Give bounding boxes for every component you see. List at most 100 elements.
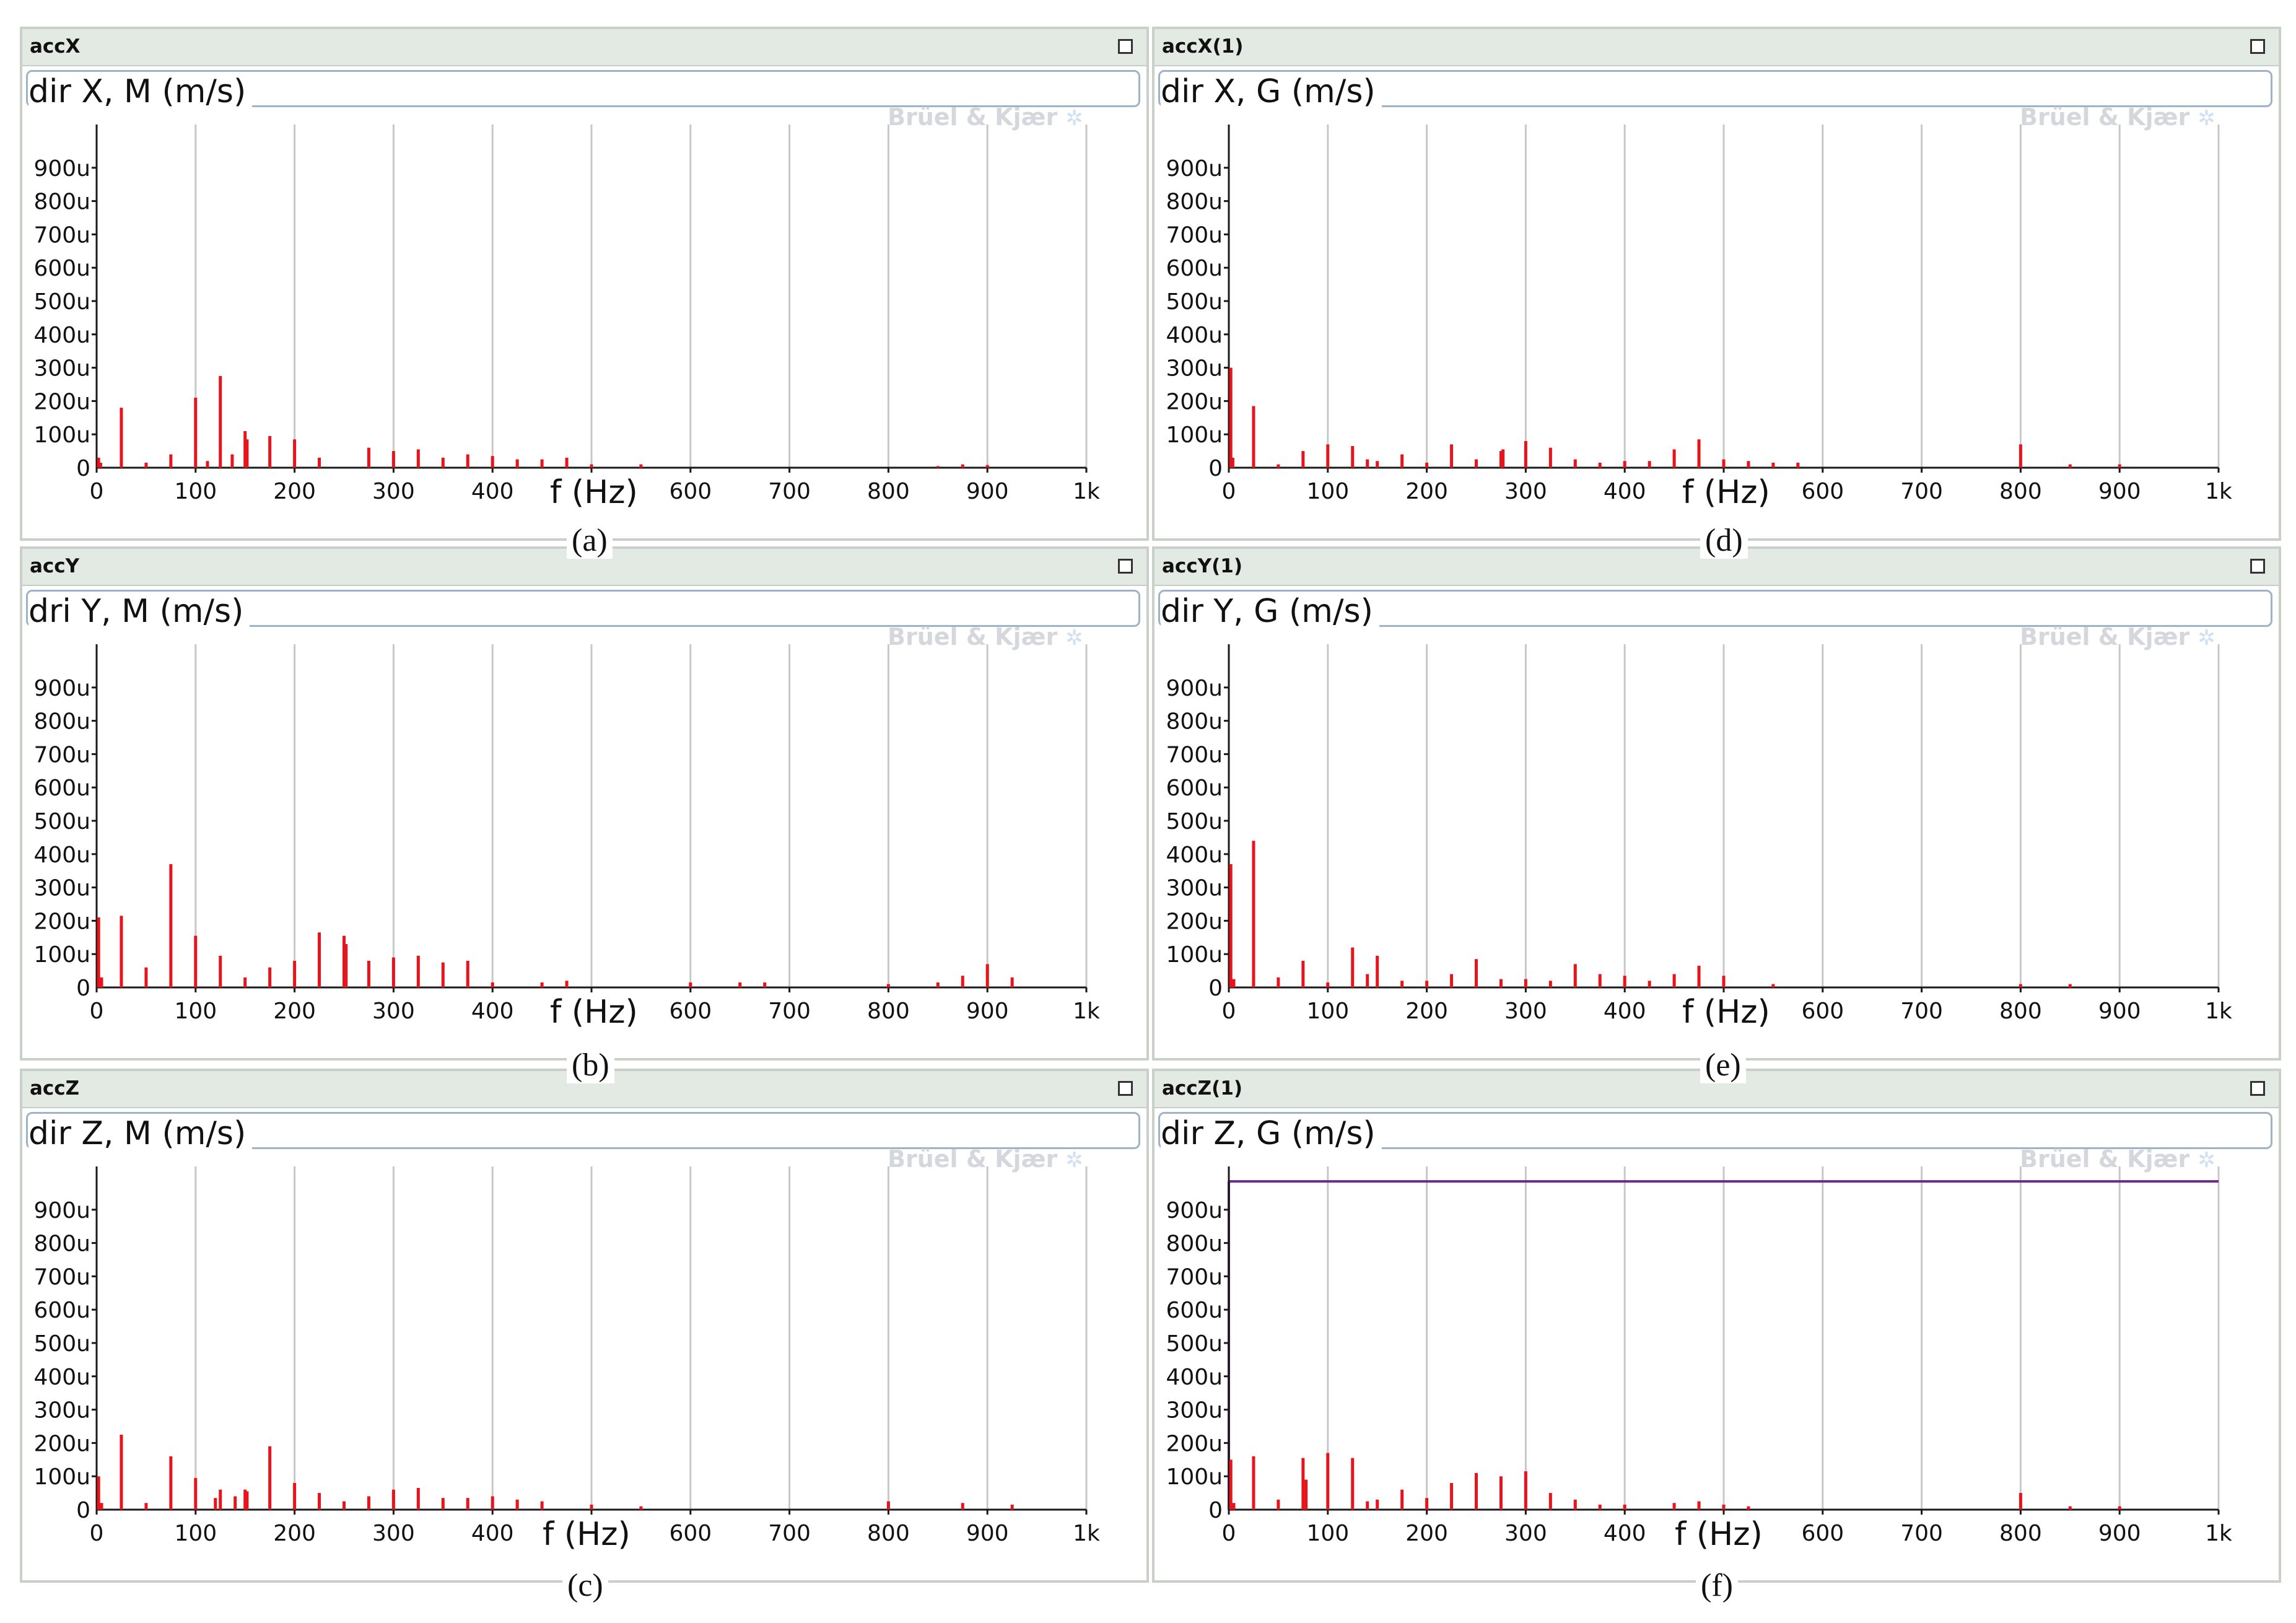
y-tick-label: 500u (33, 289, 90, 315)
y-tick-label: 700u (33, 742, 90, 768)
x-tick-label: 1k (2205, 479, 2232, 504)
panel-caption: (b) (567, 1047, 614, 1083)
brand-logo: Brüel & Kjær ✲ (2020, 623, 2215, 650)
chart-plot: 100u 200u 300u 400u 500u 600u 700u 800u 900u 00 10… (1166, 644, 2232, 1024)
y-tick-label: 300u (1166, 1398, 1223, 1424)
x-tick-label: 900 (966, 999, 1009, 1024)
x-tick-label: 300 (372, 1521, 415, 1546)
brand-logo: Brüel & Kjær ✲ (888, 623, 1083, 650)
y-tick-label: 500u (1166, 1331, 1223, 1357)
x-tick-label: 600 (669, 1521, 712, 1546)
x-tick-label: 300 (372, 479, 415, 504)
y-tick-label: 700u (33, 1264, 90, 1290)
y-tick-label: 0 (76, 976, 90, 1001)
y-tick-label: 800u (1166, 1231, 1223, 1257)
y-tick-label: 600u (33, 256, 90, 281)
x-axis-title: f (Hz) (1678, 994, 1774, 1031)
window-title: accX(1) (1162, 35, 1244, 58)
y-tick-label: 300u (33, 356, 90, 382)
window-titlebar: accX (22, 29, 1146, 66)
x-tick-label: 400 (1604, 479, 1646, 504)
chart-title: dir Y, G (m/s) (1161, 593, 1379, 631)
y-tick-label: 700u (33, 222, 90, 248)
window-title: accX (30, 35, 81, 58)
x-tick-label: 100 (1306, 479, 1349, 504)
window-title: accY (30, 555, 80, 577)
y-tick-label: 600u (1166, 256, 1223, 281)
x-tick-label: 0 (1222, 479, 1236, 504)
maximize-button[interactable] (1118, 39, 1133, 54)
x-tick-label: 700 (1900, 999, 1943, 1024)
panel-caption: (a) (567, 522, 613, 559)
maximize-button[interactable] (2250, 1081, 2265, 1096)
y-tick-label: 800u (1166, 709, 1223, 735)
brand-logo-text: Brüel & Kjær (2020, 1145, 2190, 1173)
y-tick-label: 200u (1166, 909, 1223, 934)
maximize-button[interactable] (2250, 559, 2265, 574)
x-tick-label: 100 (1306, 999, 1349, 1024)
x-tick-label: 1k (2205, 1521, 2232, 1546)
x-tick-label: 200 (1405, 479, 1448, 504)
brand-logo-text: Brüel & Kjær (2020, 103, 2190, 131)
y-tick-label: 100u (1166, 422, 1223, 448)
x-axis-title: f (Hz) (539, 1516, 634, 1553)
y-tick-label: 100u (1166, 942, 1223, 968)
x-tick-label: 0 (90, 1521, 104, 1546)
logo-star-icon: ✲ (1065, 626, 1083, 650)
x-axis-title: f (Hz) (546, 994, 642, 1031)
brand-logo: Brüel & Kjær ✲ (2020, 1145, 2215, 1173)
chart-plot: 100u 200u 300u 400u 500u 600u 700u 800u 900u 00 10… (33, 1166, 1100, 1546)
logo-star-icon: ✲ (1065, 1148, 1083, 1173)
x-tick-label: 600 (1801, 1521, 1844, 1546)
y-tick-label: 700u (1166, 742, 1223, 768)
x-tick-label: 800 (1999, 1521, 2042, 1546)
y-tick-label: 800u (33, 709, 90, 735)
y-tick-label: 400u (1166, 842, 1223, 868)
x-tick-label: 0 (90, 999, 104, 1024)
logo-star-icon: ✲ (2198, 106, 2215, 131)
x-tick-label: 1k (1073, 479, 1100, 504)
x-tick-label: 300 (372, 999, 415, 1024)
chart-window-accx: accX 100u 200u 300u 400u 500u 600u 700u 800u 900… (20, 27, 1149, 541)
x-tick-label: 400 (471, 999, 514, 1024)
x-tick-label: 400 (471, 479, 514, 504)
maximize-button[interactable] (2250, 39, 2265, 54)
x-tick-label: 200 (273, 999, 316, 1024)
x-tick-label: 700 (1900, 479, 1943, 504)
x-tick-label: 900 (2098, 999, 2141, 1024)
x-tick-label: 400 (471, 1521, 514, 1546)
window-title: accY(1) (1162, 555, 1243, 577)
chart-title: dir X, M (m/s) (28, 73, 253, 111)
x-tick-label: 1k (1073, 999, 1100, 1024)
x-tick-label: 0 (90, 479, 104, 504)
logo-star-icon: ✲ (2198, 626, 2215, 650)
maximize-button[interactable] (1118, 1081, 1133, 1096)
brand-logo-text: Brüel & Kjær (888, 103, 1058, 131)
y-tick-label: 900u (33, 156, 90, 182)
y-tick-label: 900u (1166, 156, 1223, 182)
brand-logo-text: Brüel & Kjær (888, 623, 1058, 650)
x-tick-label: 900 (966, 479, 1009, 504)
y-tick-label: 500u (33, 809, 90, 834)
chart-plot: 100u 200u 300u 400u 500u 600u 700u 800u 900u 00 10… (1166, 125, 2232, 504)
y-tick-label: 600u (1166, 776, 1223, 801)
x-tick-label: 600 (669, 479, 712, 504)
brand-logo-text: Brüel & Kjær (888, 1145, 1058, 1173)
panel-caption: (c) (562, 1567, 608, 1604)
x-tick-label: 1k (2205, 999, 2232, 1024)
x-tick-label: 900 (2098, 479, 2141, 504)
y-tick-label: 200u (33, 1431, 90, 1456)
y-tick-label: 100u (33, 422, 90, 448)
x-tick-label: 1k (1073, 1521, 1100, 1546)
y-tick-label: 0 (76, 1498, 90, 1523)
x-tick-label: 0 (1222, 1521, 1236, 1546)
x-tick-label: 200 (1405, 999, 1448, 1024)
chart-title: dri Y, M (m/s) (28, 593, 250, 631)
maximize-button[interactable] (1118, 559, 1133, 574)
x-tick-label: 700 (768, 479, 811, 504)
y-tick-label: 800u (33, 190, 90, 215)
window-title: accZ(1) (1162, 1077, 1243, 1100)
y-tick-label: 800u (33, 1231, 90, 1257)
y-tick-label: 800u (1166, 190, 1223, 215)
x-tick-label: 600 (1801, 999, 1844, 1024)
